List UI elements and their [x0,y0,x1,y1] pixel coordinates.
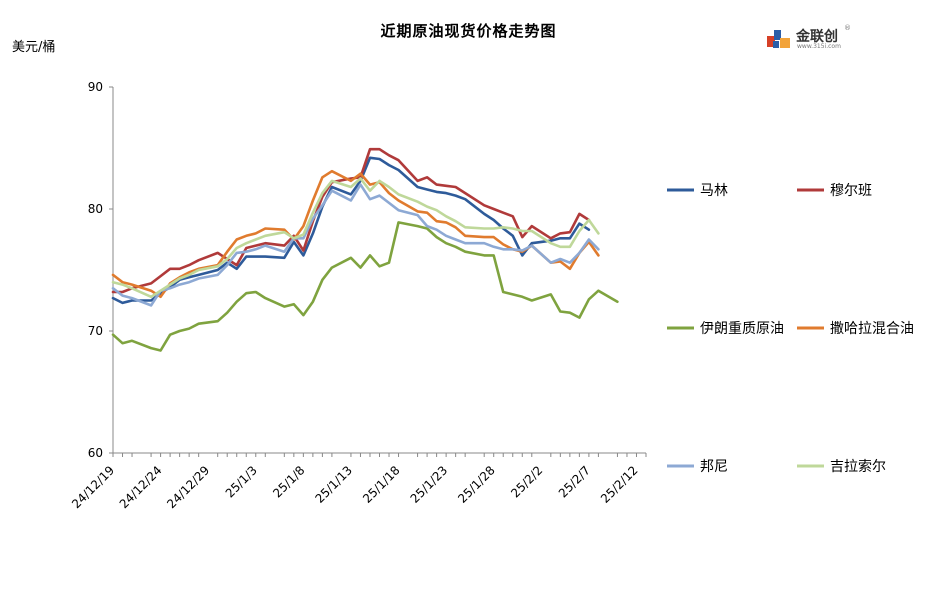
x-tick-label: 25/1/13 [312,463,355,506]
y-tick-label: 70 [88,324,103,338]
registered-mark: ® [844,24,851,32]
x-tick-label: 24/12/29 [164,463,212,511]
x-tick-label: 25/1/18 [360,463,403,506]
jinlianchuang-logo-icon [767,30,790,48]
legend-label: 伊朗重质原油 [700,321,784,337]
legend-label: 邦尼 [700,459,728,475]
x-tick-label: 25/2/2 [508,463,545,500]
y-tick-label: 60 [88,446,103,460]
logo-url: www.315i.com [797,43,841,50]
y-tick-label: 80 [88,202,103,216]
legend-label: 吉拉索尔 [830,458,886,475]
x-tick-label: 25/2/7 [556,463,593,500]
logo-name: 金联创 [796,29,838,45]
legend-label: 马林 [700,183,728,199]
x-tick-label: 25/1/28 [455,463,498,506]
legend-label: 穆尔班 [830,183,872,199]
chart-title: 近期原油现货价格走势图 [380,22,557,40]
series-line-2 [111,147,591,294]
y-axis-unit-label: 美元/桶 [12,40,56,55]
series-line-3 [111,221,619,352]
series-line-1 [111,156,591,305]
x-tick-label: 24/12/19 [69,463,117,511]
y-tick-label: 90 [88,80,103,94]
brand-logo: 金联创 www.315i.com ® [766,24,866,52]
x-tick-label: 25/1/3 [223,463,260,500]
x-tick-label: 25/2/12 [598,463,641,506]
series-line-6 [111,177,600,299]
x-tick-label: 25/1/8 [270,463,307,500]
x-tick-label: 25/1/23 [408,463,451,506]
series-line-5 [111,183,600,307]
legend-label: 撒哈拉混合油 [830,321,914,337]
x-tick-label: 24/12/24 [117,463,165,511]
